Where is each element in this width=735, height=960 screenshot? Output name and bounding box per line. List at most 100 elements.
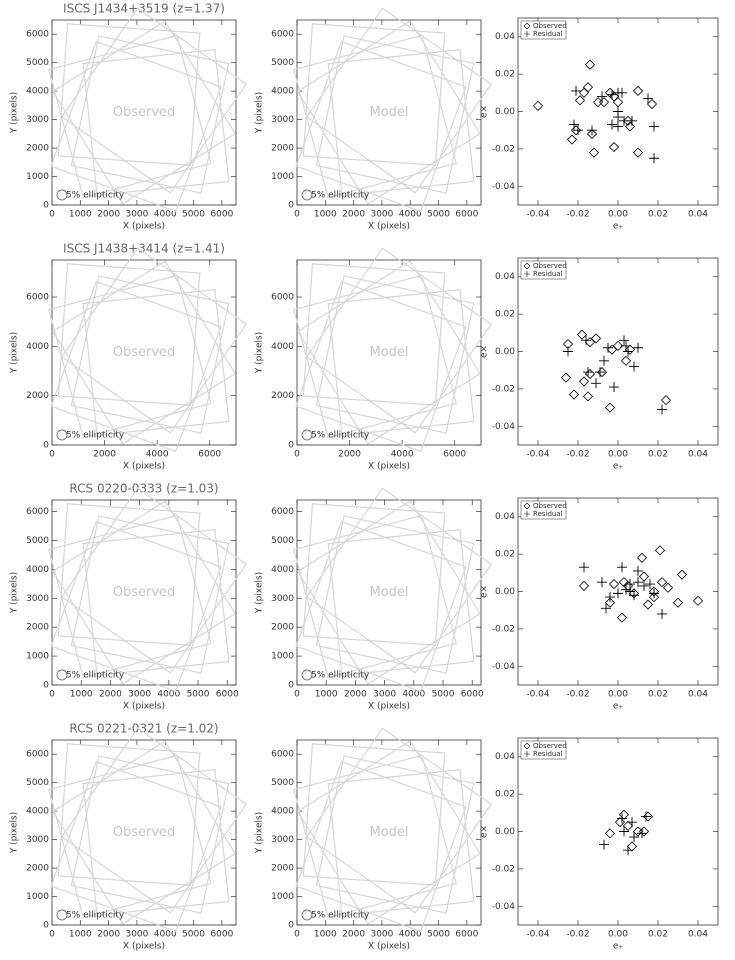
residual-point: [591, 378, 601, 389]
x-tick-label: 0.00: [608, 450, 628, 460]
legend-box: [520, 500, 567, 520]
pointing-outline: [57, 263, 201, 406]
residual-point: [639, 580, 649, 591]
observed-point: [646, 98, 658, 110]
x-tick-label: 0.04: [688, 930, 708, 940]
observed-point: [578, 580, 590, 591]
pointing-outline: [51, 740, 237, 925]
observed-point: [612, 97, 624, 108]
x-tick-label: 6000: [198, 450, 221, 460]
scatter-panel: -0.04 -0.02 0.00 0.02 0.04 -0.04 -0.02 0.00 0.02…: [480, 257, 719, 472]
y-tick-label: 0: [288, 921, 294, 931]
residual-point: [599, 839, 609, 850]
observed-point: [586, 128, 598, 140]
residual-point: [657, 608, 667, 619]
y-tick-label: 0.04: [495, 272, 515, 282]
residual-point: [649, 121, 659, 132]
x-tick-label: 5000: [427, 210, 450, 220]
panel-title: RCS 0221-0321 (z=1.02): [69, 722, 218, 736]
x-tick-label: 1000: [69, 930, 92, 940]
plot-frame: [51, 19, 237, 206]
legend-label: Observed: [533, 742, 567, 750]
plot-frame: [51, 499, 237, 686]
y-tick-label: 0.02: [495, 550, 515, 560]
x-tick-label: 1000: [314, 930, 337, 940]
panel-title: ISCS J1438+3414 (z=1.41): [63, 242, 225, 256]
y-tick-label: 6000: [26, 293, 49, 303]
field-panel: 0 2000 4000 6000 0 2000 4000 6000 X (pixels) Y (p…: [10, 242, 248, 472]
observed-point: [660, 395, 672, 406]
y-tick-label: -0.04: [492, 182, 516, 192]
pointing-outline: [51, 500, 237, 685]
pointing-outline: [51, 20, 237, 205]
x-tick-label: 3000: [125, 930, 148, 940]
x-axis-label: X (pixels): [368, 222, 410, 232]
legend-label: Residual: [533, 270, 563, 278]
residual-point: [605, 592, 615, 603]
x-axis-label: X (pixels): [368, 702, 410, 712]
residual-point: [595, 367, 605, 378]
pointing-outline: [296, 740, 482, 925]
ellipticity-key-label: 5% ellipticity: [311, 671, 370, 681]
x-axis-label: e₊: [613, 462, 624, 472]
x-tick-label: -0.02: [566, 210, 589, 220]
x-tick-label: 2000: [342, 210, 365, 220]
legend-label: Observed: [533, 22, 567, 30]
x-tick-label: 1000: [315, 690, 338, 700]
y-tick-label: 3000: [26, 594, 49, 604]
residual-point: [629, 361, 639, 372]
y-tick-label: 4000: [26, 87, 49, 97]
legend-marker: [524, 751, 530, 757]
x-axis-label: X (pixels): [123, 942, 165, 952]
x-tick-label: 1000: [69, 210, 92, 220]
y-tick-label: 6000: [26, 507, 49, 517]
residual-point: [581, 335, 591, 346]
y-tick-label: 4000: [271, 87, 294, 97]
observed-point: [532, 100, 544, 111]
pointing-outline: [60, 487, 248, 674]
y-axis-label: Y (pixels): [10, 92, 20, 134]
x-tick-label: 2000: [344, 690, 367, 700]
x-tick-label: 5000: [427, 930, 450, 940]
x-tick-label: 5000: [187, 690, 210, 700]
residual-point: [633, 565, 643, 576]
pointing-outline: [48, 34, 212, 199]
x-tick-label: 6000: [455, 930, 478, 940]
residual-point: [597, 91, 607, 102]
x-tick-label: 4000: [399, 210, 422, 220]
observed-point: [604, 597, 616, 608]
y-tick-label: 0.00: [495, 587, 515, 597]
y-tick-label: 2000: [26, 623, 49, 633]
observed-point: [618, 809, 630, 820]
x-tick-label: 0.02: [648, 450, 668, 460]
pointing-outline: [327, 49, 475, 196]
x-tick-label: 0.02: [648, 690, 668, 700]
y-tick-label: 0.00: [495, 107, 515, 117]
x-tick-label: 2000: [93, 450, 116, 460]
x-tick-label: 0.00: [608, 210, 628, 220]
y-tick-label: 6000: [271, 750, 294, 760]
x-tick-label: 0.04: [688, 210, 708, 220]
residual-point: [617, 87, 627, 98]
observed-point: [626, 841, 638, 852]
residual-point: [627, 817, 637, 828]
plot-frame: [296, 499, 482, 686]
observed-point: [582, 391, 594, 402]
x-tick-label: 5000: [182, 930, 205, 940]
legend-box: [520, 740, 567, 760]
panel-annotation: Observed: [113, 585, 176, 600]
residual-point: [637, 828, 647, 839]
pointing-outline: [60, 247, 248, 434]
panel-annotation: Observed: [113, 105, 176, 120]
pointing-outline: [305, 7, 493, 194]
residual-point: [563, 346, 573, 357]
legend-marker: [524, 511, 530, 517]
y-tick-label: 1000: [271, 172, 294, 182]
observed-point: [632, 147, 644, 158]
y-tick-label: 6000: [271, 293, 294, 303]
ellipticity-key: [301, 189, 313, 201]
x-axis-label: e₊: [613, 942, 624, 952]
pointing-outline: [315, 35, 475, 194]
x-tick-label: 3000: [370, 930, 393, 940]
